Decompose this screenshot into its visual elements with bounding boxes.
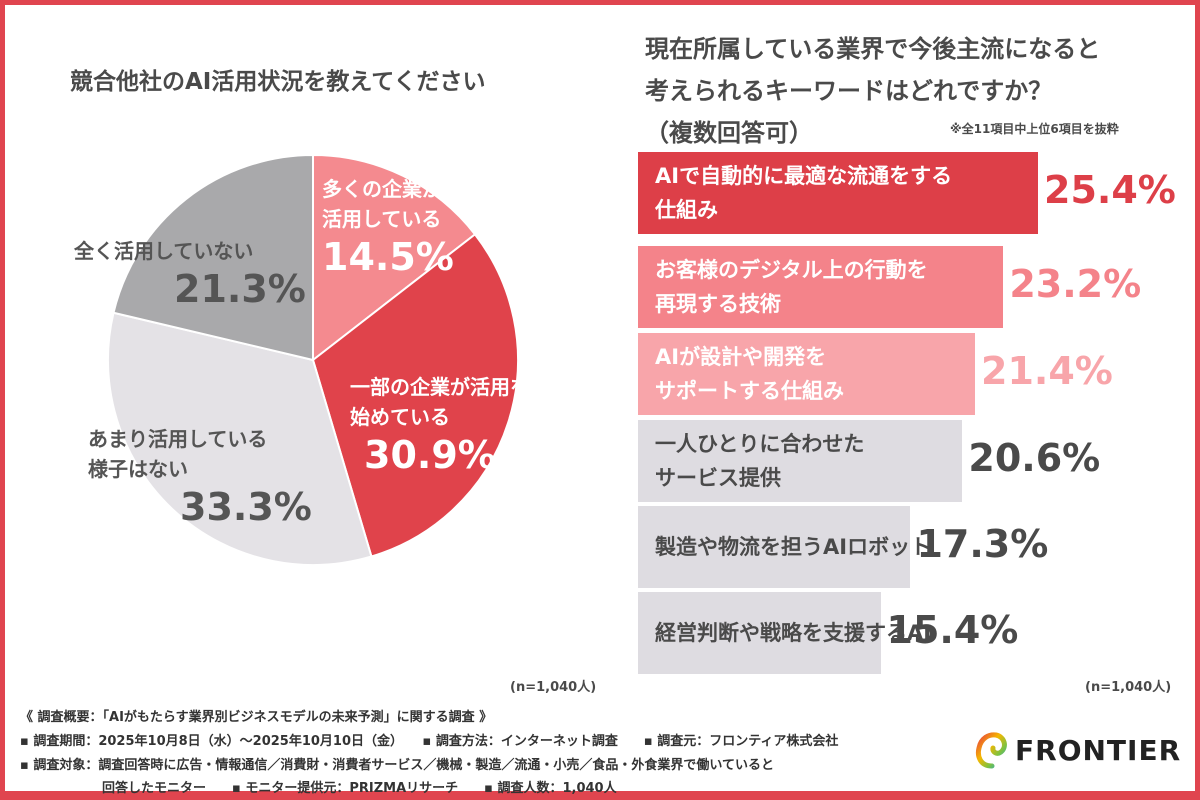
pie-slice-1 [312,153,477,363]
bar-6 [638,592,881,674]
bar-label: 一人ひとりに合わせた サービス提供 [655,432,865,490]
bar-sample-size: (n=1,040人) [1085,680,1172,695]
pie-label-2: 一部の企業が活用を 始めている 30.9% [350,375,530,477]
frontier-logo: FRONTIER [975,730,1181,770]
logo-mark-icon [975,732,1007,769]
footer-monitor: 回答したモニター ▪ モニター提供元：PRIZMAリサーチ ▪ 調査人数：1,0… [102,781,617,796]
pie-label-3: あまり活用している 様子はない 33.3% [88,427,312,529]
pie-title: 競合他社のAI活用状況を教えてください [70,69,486,95]
bar-2 [638,246,1004,328]
pie-label-1: 多くの企業が積極的に 活用している 14.5% [322,177,522,279]
footer-target: ▪ 調査対象：調査回答時に広告・情報通信／消費財・消費者サービス／機械・製造／流… [20,758,774,773]
bar-label: AIが設計や開発を サポートする仕組み [655,345,844,403]
pie-label-4: 全く活用していない 21.3% [74,239,306,311]
bar-label: お客様のデジタル上の行動を 再現する技術 [655,258,928,316]
bar-4 [638,420,963,502]
bar-note: ※全11項目中上位6項目を抜粋 [950,122,1119,136]
bar-value: 25.4% [1044,168,1176,212]
bar-value: 20.6% [968,436,1101,480]
bar-value: 21.4% [981,349,1113,393]
footer-summary: 《 調査概要：「AIがもたらす業界別ビジネスモデルの未来予測」に関する調査 》 [20,710,493,725]
bar-value: 17.3% [916,522,1049,566]
pie-slice-2 [311,232,519,558]
bar-value: 15.4% [886,608,1019,652]
bar-title: 現在所属している業界で今後主流になると 考えられるキーワードはどれですか？ （複数回… [645,35,1101,147]
pie-slice-4 [112,153,314,362]
pie-slice-3 [107,311,373,566]
pie-sample-size: (n=1,040人) [510,680,597,695]
bar-5 [638,506,911,588]
bar-3 [638,333,975,415]
pie-chart [107,153,519,566]
bar-value: 23.2% [1009,262,1142,306]
footer-period: ▪ 調査期間：2025年10月8日（水）～2025年10月10日（金） ▪ 調査… [20,734,839,749]
bar-label: 経営判断や戦略を支援するAI [655,621,932,645]
bar-label: 製造や物流を担うAIロボット [655,535,932,559]
bar-1 [638,152,1038,234]
bar-label: AIで自動的に最適な流通をする 仕組み [655,164,953,222]
